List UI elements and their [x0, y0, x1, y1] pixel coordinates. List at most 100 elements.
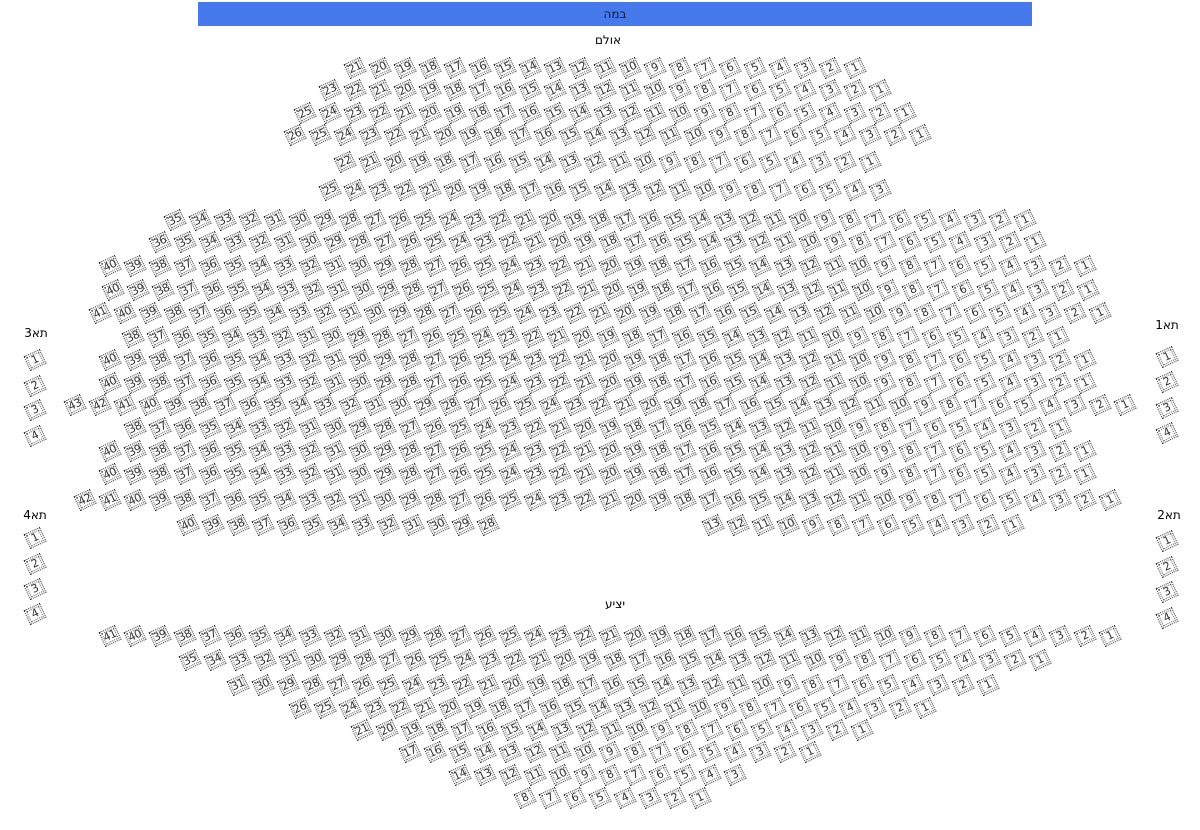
hall-row-10-seat[interactable]: 14: [751, 278, 775, 302]
hall-row-11-seat[interactable]: 18: [663, 301, 687, 325]
balcony-row-1-seat[interactable]: 3: [1048, 624, 1072, 648]
hall-row-14-seat[interactable]: 7: [923, 371, 947, 395]
hall-row-10-seat[interactable]: 18: [651, 278, 675, 302]
hall-row-1-seat[interactable]: 9: [643, 56, 667, 80]
hall-row-18-seat[interactable]: 10: [848, 462, 872, 486]
hall-row-17-seat[interactable]: 29: [373, 439, 397, 463]
balcony-row-1-seat[interactable]: 32: [323, 624, 347, 648]
balcony-row-2-seat[interactable]: 26: [403, 648, 427, 672]
balcony-row-3-seat[interactable]: 16: [601, 673, 625, 697]
hall-row-18-seat[interactable]: 15: [723, 462, 747, 486]
hall-row-10-seat[interactable]: 40: [101, 278, 125, 302]
hall-row-15-seat[interactable]: 35: [263, 393, 287, 417]
hall-row-15-seat[interactable]: 43: [63, 393, 87, 417]
hall-row-12-seat[interactable]: 3: [996, 325, 1020, 349]
balcony-row-1-seat[interactable]: 39: [148, 624, 172, 648]
hall-row-10-seat[interactable]: 28: [401, 278, 425, 302]
hall-row-15-seat[interactable]: 42: [88, 393, 112, 417]
hall-row-17-seat[interactable]: 34: [248, 439, 272, 463]
hall-row-7-seat[interactable]: 4: [938, 208, 962, 232]
hall-row-4-seat[interactable]: 19: [458, 123, 482, 147]
hall-row-16-seat[interactable]: 7: [898, 416, 922, 440]
balcony-row-3-seat[interactable]: 9: [776, 673, 800, 697]
hall-row-15-seat[interactable]: 27: [463, 393, 487, 417]
hall-row-16-seat[interactable]: 4: [973, 416, 997, 440]
hall-row-5-seat[interactable]: 7: [708, 150, 732, 174]
hall-row-8-seat[interactable]: 29: [323, 230, 347, 254]
hall-row-19-seat[interactable]: 10: [873, 488, 897, 512]
hall-row-8-seat[interactable]: 9: [823, 230, 847, 254]
hall-row-5-seat[interactable]: 10: [633, 150, 657, 174]
hall-row-16-seat[interactable]: 10: [823, 416, 847, 440]
hall-row-13-seat[interactable]: 16: [698, 348, 722, 372]
hall-row-13-seat[interactable]: 4: [998, 348, 1022, 372]
hall-row-14-seat[interactable]: 27: [423, 371, 447, 395]
balcony-row-1-seat[interactable]: 41: [98, 624, 122, 648]
hall-row-9-seat[interactable]: 29: [373, 254, 397, 278]
hall-row-4-seat[interactable]: 17: [508, 123, 532, 147]
hall-row-17-seat[interactable]: 40: [98, 439, 122, 463]
hall-row-15-seat[interactable]: 12: [838, 393, 862, 417]
hall-row-17-seat[interactable]: 31: [323, 439, 347, 463]
balcony-row-2-seat[interactable]: 17: [628, 648, 652, 672]
balcony-row-2-seat[interactable]: 10: [803, 648, 827, 672]
balcony-row-1-seat[interactable]: 30: [373, 624, 397, 648]
hall-row-8-seat[interactable]: 33: [223, 230, 247, 254]
hall-row-10-seat[interactable]: 29: [376, 278, 400, 302]
hall-row-4-seat[interactable]: 12: [633, 123, 657, 147]
hall-row-13-seat[interactable]: 33: [273, 348, 297, 372]
hall-row-10-seat[interactable]: 19: [626, 278, 650, 302]
hall-row-7-seat[interactable]: 5: [913, 208, 937, 232]
hall-row-13-seat[interactable]: 11: [823, 348, 847, 372]
hall-row-12-seat[interactable]: 14: [721, 325, 745, 349]
balcony-row-1-seat[interactable]: 7: [948, 624, 972, 648]
box-3-seat[interactable]: 2: [23, 374, 47, 398]
hall-row-13-seat[interactable]: 7: [923, 348, 947, 372]
hall-row-11-seat[interactable]: 15: [738, 301, 762, 325]
hall-row-17-seat[interactable]: 33: [273, 439, 297, 463]
hall-row-14-seat[interactable]: 20: [598, 371, 622, 395]
hall-row-10-seat[interactable]: 33: [276, 278, 300, 302]
hall-row-12-seat[interactable]: 32: [271, 325, 295, 349]
hall-row-12-seat[interactable]: 15: [696, 325, 720, 349]
hall-row-16-seat[interactable]: 38: [123, 416, 147, 440]
hall-row-16-seat[interactable]: 15: [698, 416, 722, 440]
hall-row-18-seat[interactable]: 22: [548, 462, 572, 486]
hall-row-14-seat[interactable]: 34: [248, 371, 272, 395]
balcony-row-7-seat[interactable]: 9: [573, 763, 597, 787]
hall-row-7-seat[interactable]: 33: [213, 208, 237, 232]
balcony-row-2-seat[interactable]: 20: [553, 648, 577, 672]
hall-row-20-seat[interactable]: 5: [901, 513, 925, 537]
hall-row-8-seat[interactable]: 7: [873, 230, 897, 254]
hall-row-18-seat[interactable]: 27: [423, 462, 447, 486]
hall-row-5-seat[interactable]: 3: [808, 150, 832, 174]
hall-row-15-seat[interactable]: 41: [113, 393, 137, 417]
hall-row-19-seat[interactable]: 42: [73, 488, 97, 512]
box-4-seat[interactable]: 4: [23, 602, 47, 626]
hall-row-7-seat[interactable]: 8: [838, 208, 862, 232]
hall-row-9-seat[interactable]: 14: [748, 254, 772, 278]
hall-row-19-seat[interactable]: 36: [223, 488, 247, 512]
hall-row-16-seat[interactable]: 13: [748, 416, 772, 440]
balcony-row-5-seat[interactable]: 2: [825, 718, 849, 742]
hall-row-12-seat[interactable]: 29: [346, 325, 370, 349]
hall-row-14-seat[interactable]: 39: [123, 371, 147, 395]
hall-row-1-seat[interactable]: 5: [743, 56, 767, 80]
hall-row-12-seat[interactable]: 16: [671, 325, 695, 349]
balcony-row-5-seat[interactable]: 7: [700, 718, 724, 742]
balcony-row-8-seat[interactable]: 3: [638, 786, 662, 810]
hall-row-16-seat[interactable]: 23: [498, 416, 522, 440]
hall-row-9-seat[interactable]: 9: [873, 254, 897, 278]
hall-row-18-seat[interactable]: 28: [398, 462, 422, 486]
hall-row-6-seat[interactable]: 17: [518, 178, 542, 202]
hall-row-13-seat[interactable]: 35: [223, 348, 247, 372]
hall-row-10-seat[interactable]: 9: [876, 278, 900, 302]
hall-row-11-seat[interactable]: 4: [1013, 301, 1037, 325]
hall-row-17-seat[interactable]: 9: [873, 439, 897, 463]
hall-row-8-seat[interactable]: 20: [548, 230, 572, 254]
hall-row-10-seat[interactable]: 1: [1076, 278, 1100, 302]
hall-row-8-seat[interactable]: 1: [1023, 230, 1047, 254]
hall-row-12-seat[interactable]: 5: [946, 325, 970, 349]
hall-row-8-seat[interactable]: 6: [898, 230, 922, 254]
hall-row-10-seat[interactable]: 17: [676, 278, 700, 302]
